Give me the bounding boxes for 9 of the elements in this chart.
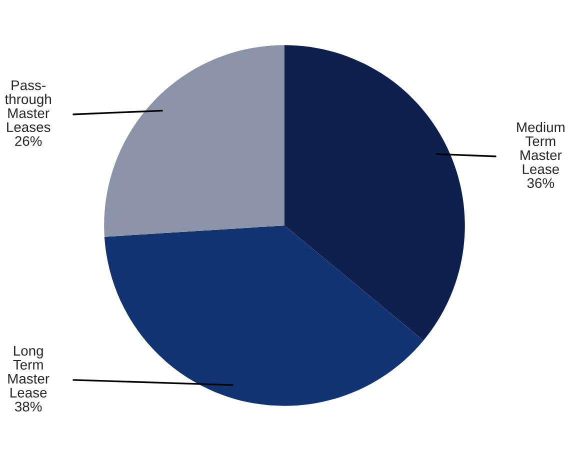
data-label: 26% [15,136,42,146]
pie-slice [284,45,465,340]
slice-label: Pass- through Master Leases [4,80,51,132]
slice-label: Medium Term Master Lease [517,122,564,174]
slice-label: Long Term Master Lease [8,346,50,398]
pie-slice [104,45,284,237]
pie-slice [104,226,424,406]
data-label: 38% [14,402,42,412]
data-label: 36% [527,178,554,188]
